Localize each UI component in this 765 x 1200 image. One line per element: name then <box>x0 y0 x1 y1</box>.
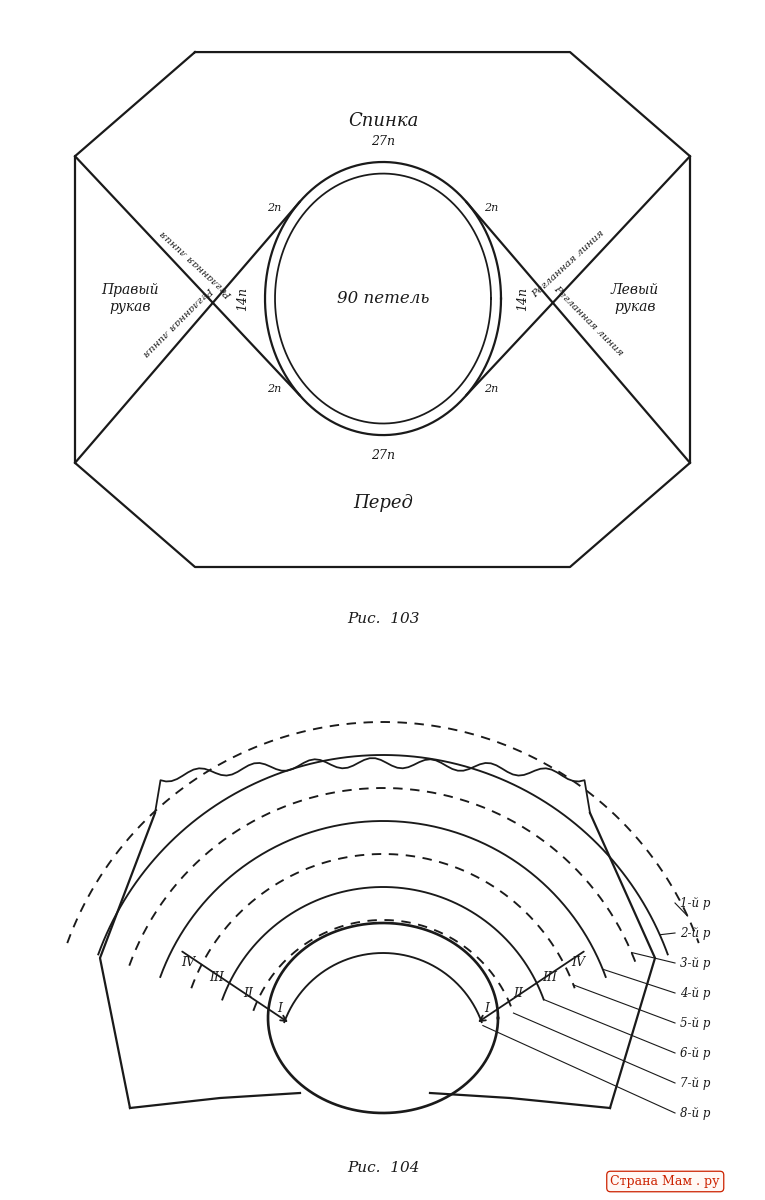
Text: Перед: Перед <box>353 494 413 512</box>
Text: Регланная линия: Регланная линия <box>159 228 235 299</box>
Text: I: I <box>483 1002 489 1015</box>
Text: 3-й р: 3-й р <box>680 956 711 970</box>
Text: Спинка: Спинка <box>348 113 418 131</box>
Text: III: III <box>209 971 224 984</box>
Text: 14п: 14п <box>516 287 529 311</box>
Text: 2-й р: 2-й р <box>680 926 711 940</box>
Text: Регланная линия: Регланная линия <box>141 284 214 358</box>
Text: 27п: 27п <box>371 134 395 148</box>
Text: 5-й р: 5-й р <box>680 1016 711 1030</box>
Text: II: II <box>513 986 522 1000</box>
Text: Рис.  104: Рис. 104 <box>347 1162 419 1175</box>
Text: 4-й р: 4-й р <box>680 986 711 1000</box>
Text: 2п: 2п <box>267 203 282 212</box>
Text: Правый
рукав: Правый рукав <box>101 283 159 313</box>
Text: 8-й р: 8-й р <box>680 1106 711 1120</box>
Text: Страна Мам . ру: Страна Мам . ру <box>610 1175 720 1188</box>
Text: IV: IV <box>181 955 195 968</box>
Text: Регланная линия: Регланная линия <box>531 228 607 299</box>
Text: 27п: 27п <box>371 450 395 462</box>
Text: 2п: 2п <box>484 203 499 212</box>
Text: II: II <box>243 986 253 1000</box>
Text: 2п: 2п <box>267 384 282 395</box>
Text: 7-й р: 7-й р <box>680 1076 711 1090</box>
Text: 6-й р: 6-й р <box>680 1046 711 1060</box>
Text: I: I <box>277 1002 282 1015</box>
Text: Регланная линия: Регланная линия <box>552 284 625 358</box>
Text: 2п: 2п <box>484 384 499 395</box>
Text: 1-й р: 1-й р <box>680 896 711 910</box>
Text: 90 петель: 90 петель <box>337 290 429 307</box>
Text: Рис.  103: Рис. 103 <box>347 612 419 626</box>
Text: IV: IV <box>571 955 585 968</box>
Text: 14п: 14п <box>236 287 249 311</box>
Text: Левый
рукав: Левый рукав <box>611 283 659 313</box>
Text: III: III <box>542 971 557 984</box>
